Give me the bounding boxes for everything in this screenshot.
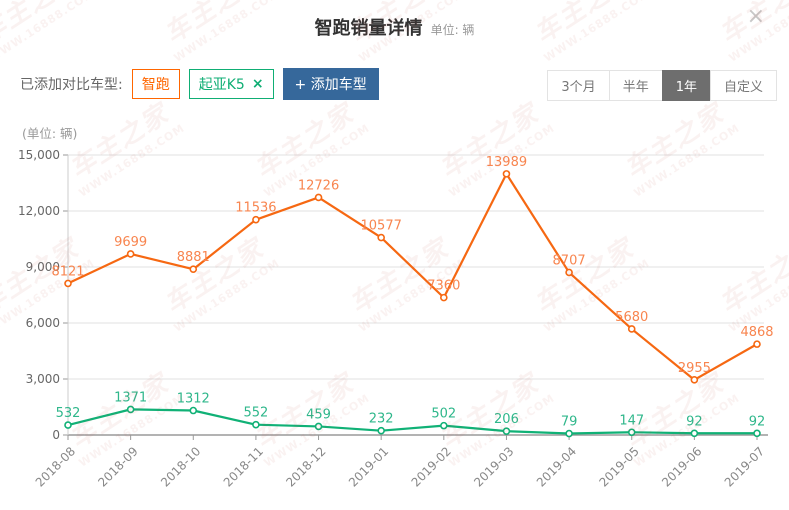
add-model-button[interactable]: + 添加车型	[282, 68, 379, 100]
svg-text:9699: 9699	[114, 235, 147, 250]
svg-text:147: 147	[619, 413, 644, 428]
svg-text:532: 532	[56, 406, 81, 421]
modal-header: 智跑销量详情 单位: 辆	[0, 14, 789, 40]
svg-text:15,000: 15,000	[18, 148, 60, 162]
range-3months-button[interactable]: 3个月	[547, 70, 610, 101]
svg-text:8881: 8881	[177, 250, 210, 265]
unit-note: 单位: 辆	[430, 23, 475, 37]
svg-text:2018-11: 2018-11	[221, 444, 266, 489]
close-icon[interactable]: ×	[746, 4, 765, 29]
svg-text:552: 552	[243, 406, 268, 421]
svg-text:2018-12: 2018-12	[283, 444, 328, 489]
svg-text:79: 79	[561, 415, 578, 430]
svg-text:459: 459	[306, 407, 331, 422]
time-range-selector: 3个月 半年 1年 自定义	[547, 70, 777, 101]
svg-text:10577: 10577	[361, 219, 402, 234]
svg-text:2019-04: 2019-04	[534, 444, 579, 489]
svg-text:11536: 11536	[235, 201, 276, 216]
svg-text:6,000: 6,000	[26, 316, 60, 330]
svg-text:232: 232	[369, 412, 394, 427]
svg-text:2018-08: 2018-08	[33, 444, 78, 489]
range-custom-button[interactable]: 自定义	[709, 70, 777, 101]
svg-text:206: 206	[494, 412, 519, 427]
svg-text:2019-01: 2019-01	[346, 444, 391, 489]
svg-text:12,000: 12,000	[18, 204, 60, 218]
svg-text:12726: 12726	[298, 178, 339, 193]
svg-text:92: 92	[749, 414, 766, 429]
page-title: 智跑销量详情	[314, 18, 423, 39]
range-halfyear-button[interactable]: 半年	[608, 70, 663, 101]
svg-text:0: 0	[52, 428, 60, 442]
svg-text:2019-03: 2019-03	[471, 444, 516, 489]
svg-text:502: 502	[431, 407, 456, 422]
svg-text:2018-09: 2018-09	[95, 444, 140, 489]
svg-text:9,000: 9,000	[26, 260, 60, 274]
svg-text:5680: 5680	[615, 310, 648, 325]
tag-kia-k5[interactable]: 起亚K5 ×	[188, 69, 274, 99]
tag-kia-k5-label: 起亚K5	[198, 77, 245, 93]
axis-unit-label: (单位: 辆)	[22, 126, 78, 141]
svg-text:8121: 8121	[51, 264, 84, 279]
svg-text:1312: 1312	[177, 392, 210, 407]
svg-text:7360: 7360	[427, 279, 460, 294]
svg-text:2019-02: 2019-02	[409, 444, 454, 489]
svg-text:2019-05: 2019-05	[596, 444, 641, 489]
svg-text:8707: 8707	[553, 253, 586, 268]
svg-text:2019-07: 2019-07	[722, 444, 767, 489]
compare-label: 已添加对比车型:	[20, 77, 123, 93]
svg-text:2955: 2955	[678, 361, 711, 376]
svg-text:2019-06: 2019-06	[659, 444, 704, 489]
compare-toolbar: 已添加对比车型: 智跑 起亚K5 × + 添加车型	[20, 68, 379, 100]
range-1year-button[interactable]: 1年	[661, 70, 711, 101]
svg-text:1371: 1371	[114, 390, 147, 405]
tag-zhipao[interactable]: 智跑	[131, 69, 180, 99]
remove-tag-icon[interactable]: ×	[251, 76, 264, 92]
tag-zhipao-label: 智跑	[141, 77, 170, 93]
svg-text:2018-10: 2018-10	[158, 444, 203, 489]
svg-text:4868: 4868	[740, 325, 773, 340]
svg-text:3,000: 3,000	[26, 372, 60, 386]
svg-text:92: 92	[686, 414, 703, 429]
svg-text:13989: 13989	[486, 155, 527, 170]
